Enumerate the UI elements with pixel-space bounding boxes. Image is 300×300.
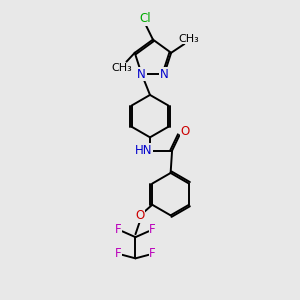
Text: CH₃: CH₃: [112, 63, 133, 74]
Text: F: F: [149, 247, 156, 260]
Text: O: O: [135, 209, 145, 223]
Text: O: O: [181, 125, 190, 138]
Text: F: F: [115, 247, 122, 260]
Text: F: F: [115, 223, 122, 236]
Text: CH₃: CH₃: [178, 34, 199, 44]
Text: HN: HN: [135, 144, 152, 157]
Text: N: N: [160, 68, 169, 81]
Text: Cl: Cl: [139, 13, 151, 26]
Text: N: N: [137, 68, 146, 81]
Text: F: F: [149, 223, 156, 236]
